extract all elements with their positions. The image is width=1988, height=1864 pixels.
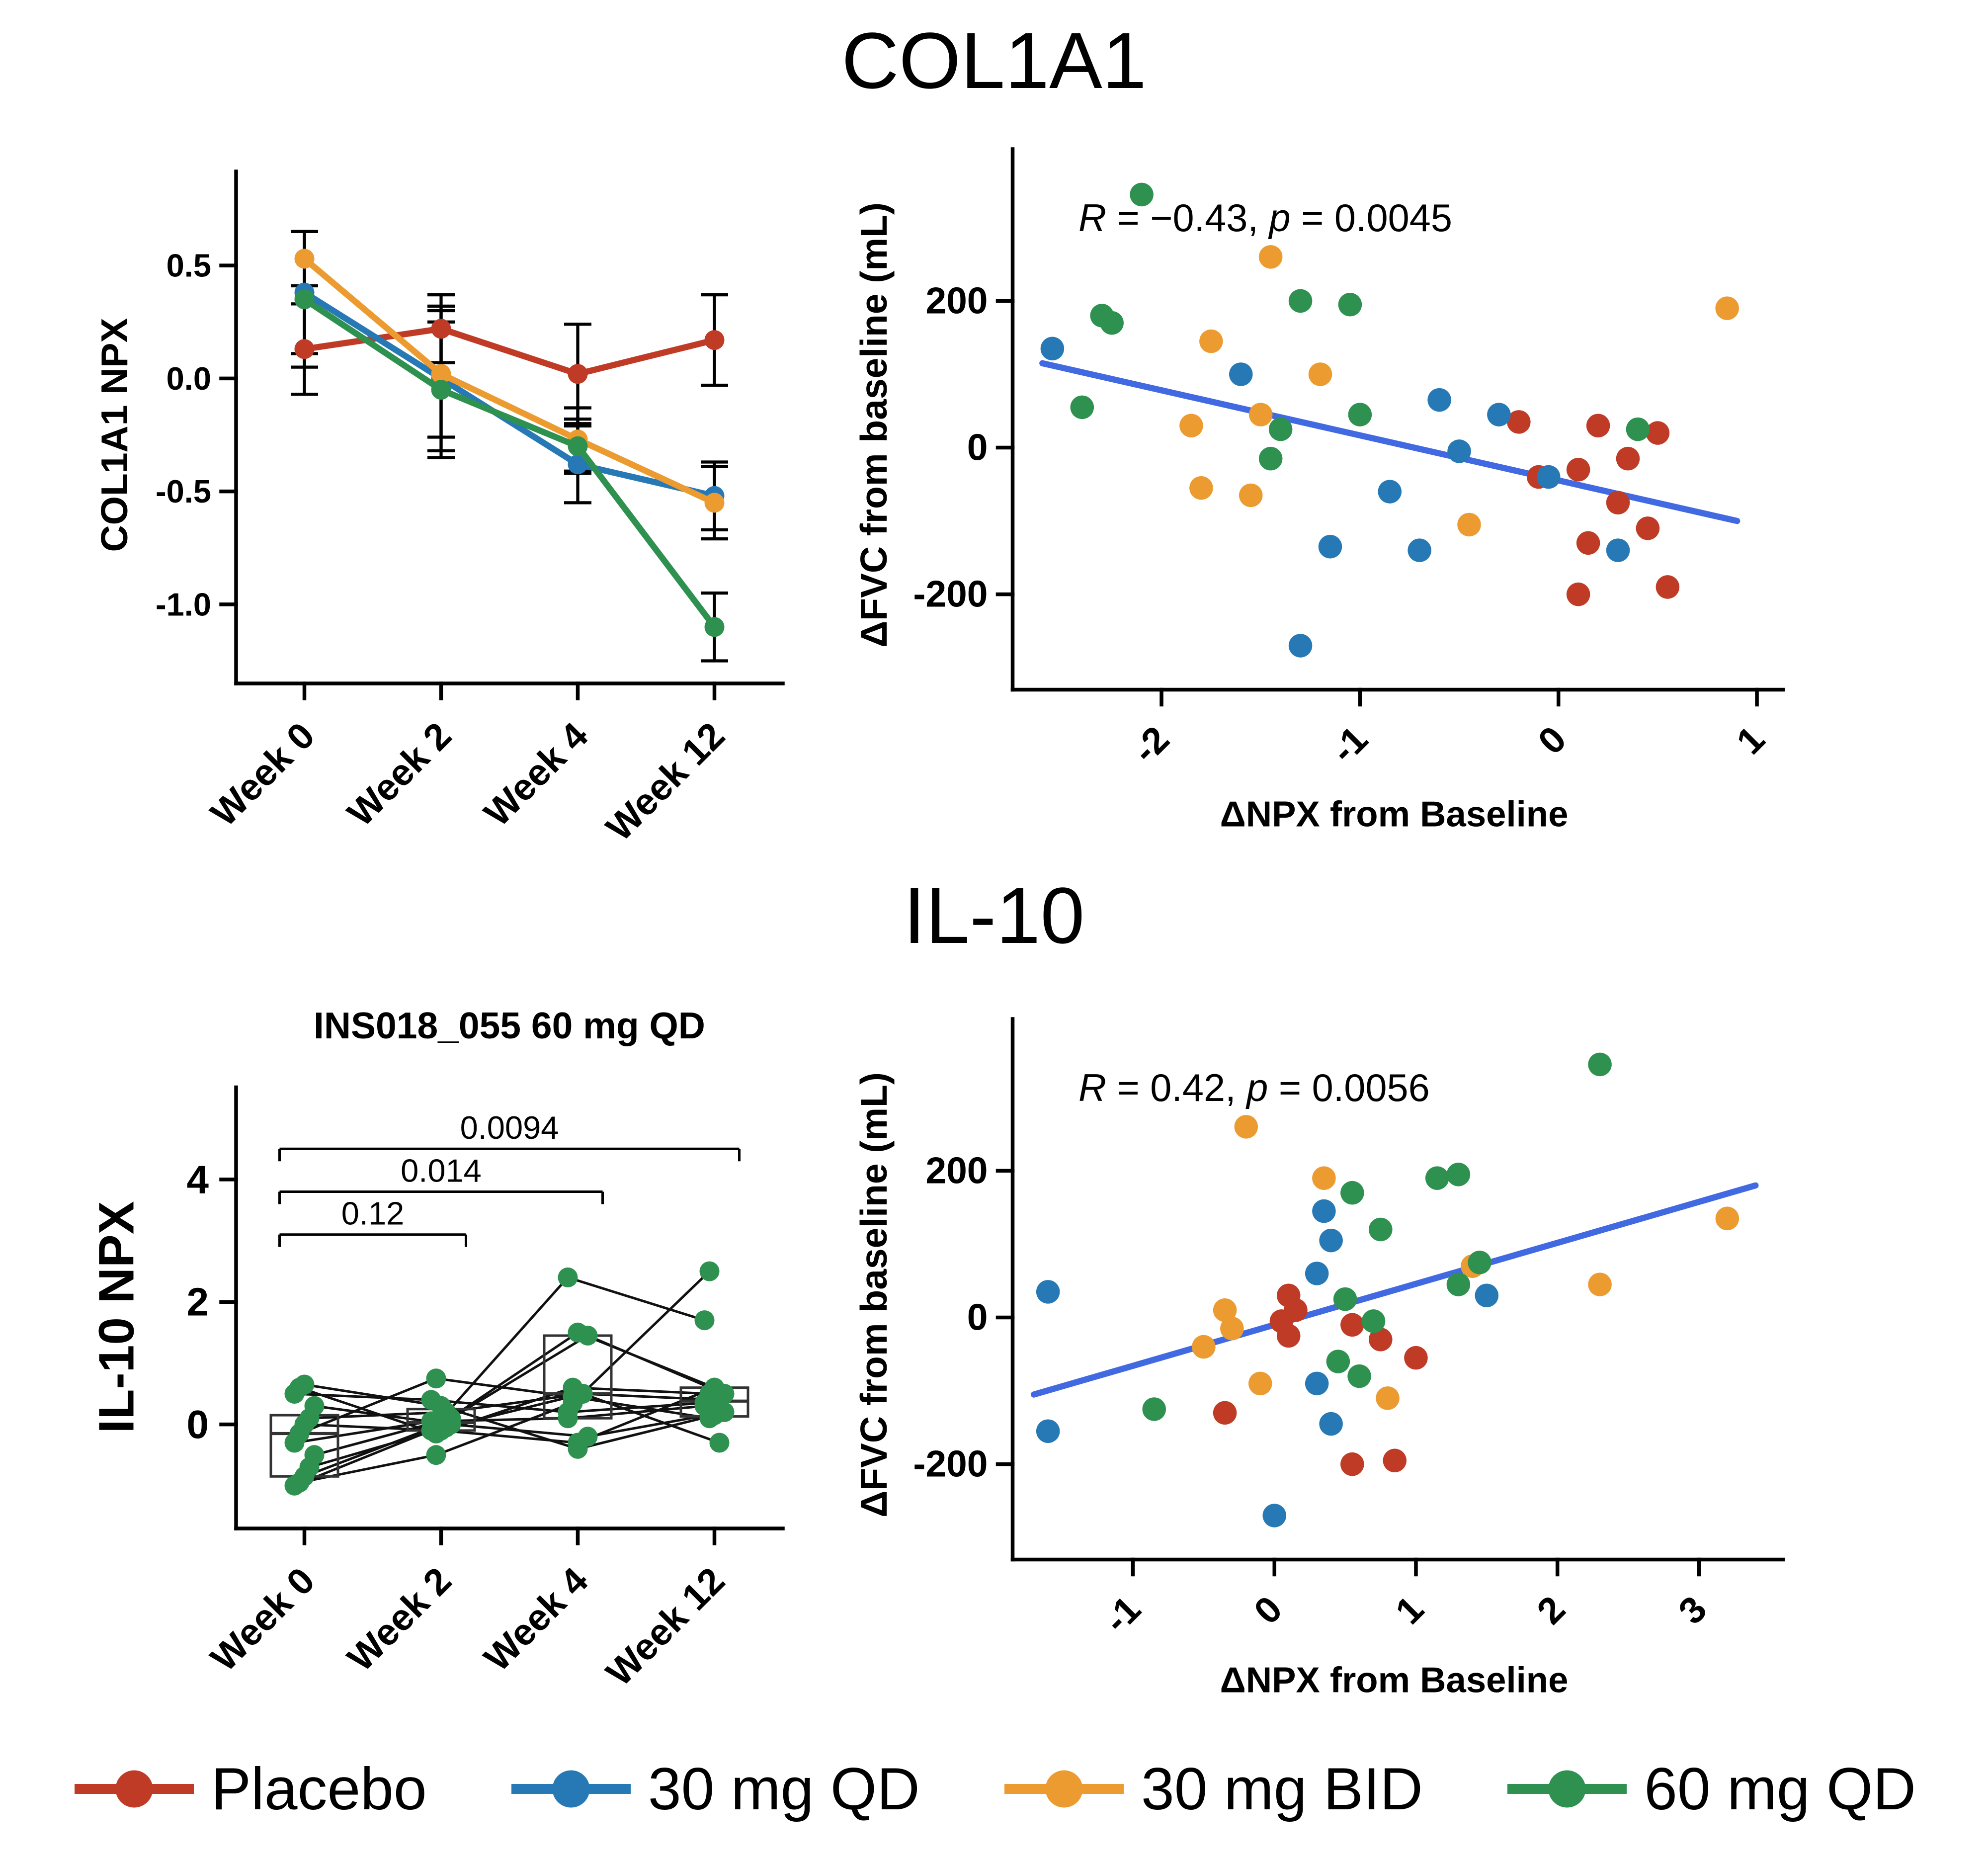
- svg-text:-1: -1: [1323, 718, 1376, 771]
- legend-label-30mg-qd: 30 mg QD: [648, 1756, 920, 1822]
- points-30 mg QD: [1036, 1199, 1499, 1527]
- col1a1-correlation-annotation: R = −0.43, p = 0.0045: [1078, 196, 1452, 241]
- panel-col1a1-trend: 0.5 0.0 -0.5 -1.0 Week 0 Week 2 Week 4 Week 12: [50, 137, 820, 887]
- il10-panel-title: INS018_055 60 mg QD: [314, 1005, 705, 1046]
- svg-text:1: 1: [1728, 718, 1772, 762]
- svg-text:-2: -2: [1124, 718, 1177, 771]
- panel-il10-trajectories: 4 2 0 Week 0 Week 2 Week 4 Week 12 0.0094 0.014 0…: [50, 1044, 820, 1745]
- r-value: = 0.42,: [1106, 1067, 1247, 1109]
- r-value: = −0.43,: [1106, 197, 1269, 240]
- regression-line: [1030, 1182, 1759, 1398]
- significance-brackets: 0.0094 0.014 0.12: [278, 1109, 741, 1247]
- points-30 mg BID: [1179, 245, 1739, 537]
- error-bars: [291, 230, 728, 663]
- 60mg-qd-marker-icon: [1507, 1770, 1627, 1808]
- series-30 mg BID: [294, 249, 725, 513]
- points-Placebo: [1213, 1283, 1428, 1476]
- legend-item-30mg-bid: 30 mg BID: [1002, 1755, 1423, 1823]
- subject-lines: [294, 1270, 725, 1487]
- svg-text:Week 0: Week 0: [203, 1559, 323, 1679]
- svg-text:3: 3: [1670, 1588, 1715, 1632]
- svg-text:1: 1: [1387, 1588, 1431, 1632]
- col1a1-scatter-x-axis-label: ΔNPX from Baseline: [1220, 794, 1569, 834]
- il10-scatter-x-axis-label: ΔNPX from Baseline: [1220, 1660, 1569, 1700]
- svg-text:-1.0: -1.0: [156, 586, 211, 622]
- svg-text:Week 4: Week 4: [476, 1559, 596, 1679]
- svg-text:Week 12: Week 12: [598, 714, 733, 849]
- svg-text:-1: -1: [1095, 1588, 1149, 1641]
- legend-item-placebo: Placebo: [72, 1755, 427, 1823]
- panel-col1a1-scatter: 200 0 -200 -2 -1 0 1: [870, 112, 1814, 962]
- svg-text:2: 2: [187, 1280, 209, 1324]
- svg-text:Week 12: Week 12: [598, 1559, 733, 1694]
- svg-text:0.0: 0.0: [166, 360, 211, 397]
- p-symbol: p: [1269, 197, 1291, 240]
- svg-text:-200: -200: [913, 573, 988, 615]
- svg-text:0: 0: [1530, 718, 1574, 762]
- svg-text:0.0094: 0.0094: [460, 1109, 559, 1146]
- legend-label-placebo: Placebo: [211, 1756, 427, 1822]
- col1a1-y-axis-label: COL1A1 NPX: [93, 318, 135, 552]
- axes: 0.5 0.0 -0.5 -1.0 Week 0 Week 2 Week 4 Week 12: [156, 169, 785, 849]
- svg-text:0.5: 0.5: [166, 248, 211, 284]
- legend-label-60mg-qd: 60 mg QD: [1644, 1756, 1916, 1822]
- legend-label-30mg-bid: 30 mg BID: [1141, 1756, 1423, 1822]
- svg-text:4: 4: [187, 1157, 209, 1201]
- panel-il10-scatter: 200 0 -200 -1 0 1 2 3: [870, 982, 1814, 1832]
- points-60 mg QD: [1070, 182, 1650, 471]
- il10-scatter-y-axis-label: ΔFVC from baseline (mL): [852, 1072, 895, 1518]
- svg-text:Week 4: Week 4: [476, 714, 596, 834]
- col1a1-scatter-y-axis-label: ΔFVC from baseline (mL): [852, 202, 895, 648]
- p-value: = 0.0045: [1290, 197, 1452, 240]
- col1a1-trend-chart: 0.5 0.0 -0.5 -1.0 Week 0 Week 2 Week 4 Week 12: [156, 169, 785, 849]
- section-title-col1a1: COL1A1: [841, 16, 1147, 105]
- 30mg-bid-marker-icon: [1004, 1770, 1124, 1808]
- axes: 200 0 -200 -1 0 1 2 3: [913, 1017, 1785, 1641]
- legend: Placebo 30 mg QD 30 mg BID 60 mg QD: [0, 1755, 1988, 1823]
- svg-text:0: 0: [1246, 1588, 1290, 1632]
- subject-points: [284, 1261, 735, 1496]
- svg-text:0.014: 0.014: [401, 1152, 482, 1188]
- series-30 mg QD: [294, 282, 725, 506]
- r-symbol: R: [1078, 197, 1106, 240]
- svg-text:Week 0: Week 0: [203, 714, 323, 834]
- svg-text:0: 0: [187, 1402, 209, 1446]
- svg-text:200: 200: [925, 1149, 988, 1191]
- points-30 mg QD: [1040, 337, 1630, 658]
- svg-text:0: 0: [967, 1296, 988, 1338]
- svg-text:-200: -200: [913, 1443, 988, 1485]
- axes: 4 2 0 Week 0 Week 2 Week 4 Week 12: [187, 1085, 785, 1694]
- 30mg-qd-marker-icon: [511, 1770, 631, 1808]
- il10-scatter-chart: 200 0 -200 -1 0 1 2 3: [913, 1017, 1785, 1641]
- svg-text:200: 200: [925, 279, 988, 321]
- legend-item-30mg-qd: 30 mg QD: [509, 1755, 920, 1823]
- col1a1-scatter-chart: 200 0 -200 -2 -1 0 1: [913, 147, 1785, 771]
- points-60 mg QD: [1142, 1052, 1612, 1421]
- p-value: = 0.0056: [1268, 1067, 1430, 1109]
- axes: 200 0 -200 -2 -1 0 1: [913, 147, 1785, 771]
- p-symbol: p: [1246, 1067, 1268, 1109]
- il10-correlation-annotation: R = 0.42, p = 0.0056: [1078, 1066, 1430, 1110]
- svg-text:Week 2: Week 2: [339, 1559, 459, 1679]
- r-symbol: R: [1078, 1067, 1106, 1109]
- il10-y-axis-label: IL-10 NPX: [88, 1201, 145, 1434]
- section-title-il10: IL-10: [903, 871, 1085, 960]
- svg-text:0.12: 0.12: [341, 1195, 405, 1232]
- svg-text:0: 0: [967, 426, 988, 468]
- placebo-marker-icon: [75, 1770, 194, 1808]
- legend-item-60mg-qd: 60 mg QD: [1505, 1755, 1916, 1823]
- points-30 mg BID: [1192, 1115, 1740, 1410]
- svg-text:Week 2: Week 2: [339, 714, 459, 834]
- series-60 mg QD: [294, 289, 725, 637]
- svg-text:2: 2: [1529, 1588, 1573, 1632]
- points-Placebo: [1507, 410, 1680, 606]
- svg-text:-0.5: -0.5: [156, 473, 211, 509]
